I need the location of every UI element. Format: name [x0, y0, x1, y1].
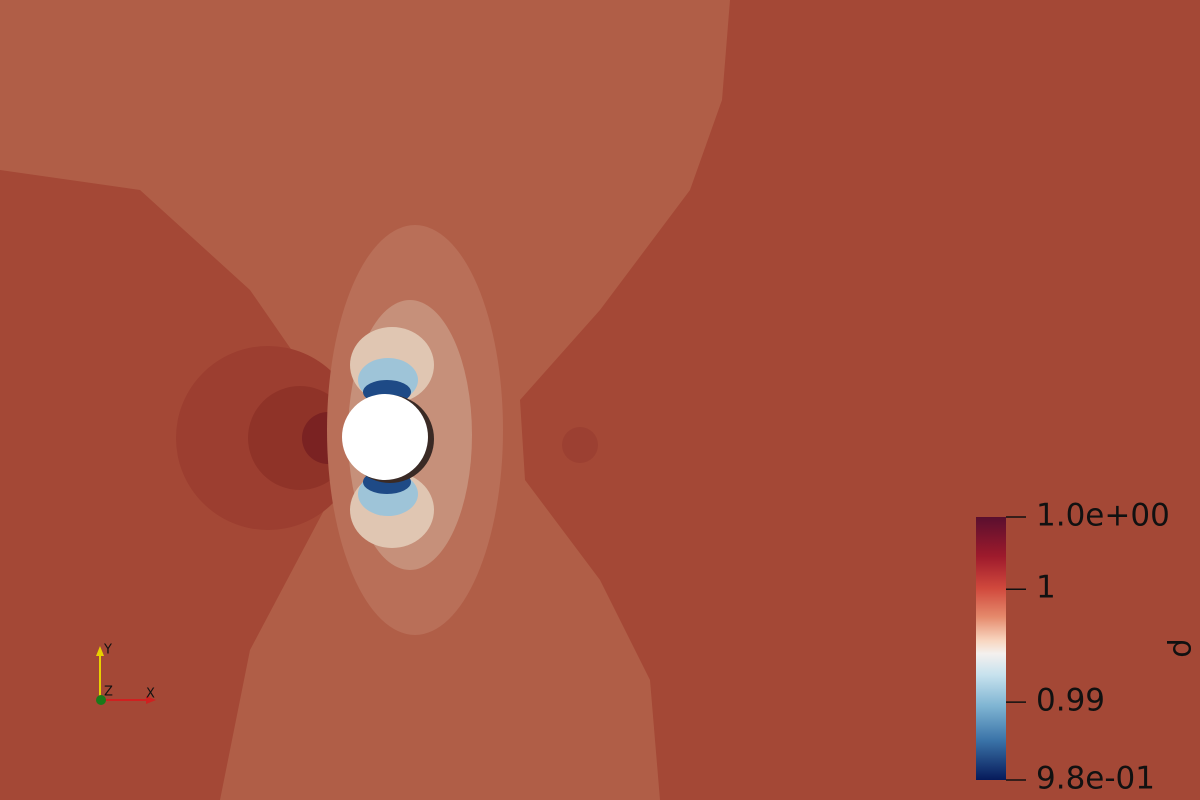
tick-label: 9.8e-01 [1036, 761, 1155, 797]
tick-label: 1 [1036, 570, 1056, 606]
y-axis-head [96, 646, 104, 656]
axis-label: X [146, 687, 155, 702]
field-region [248, 386, 352, 490]
x-axis-head [146, 696, 156, 704]
axis-label: Z [104, 685, 113, 700]
colorbar-gradient [976, 517, 1006, 780]
field-region [562, 427, 598, 463]
cylinder [342, 394, 428, 480]
axis-label: Y [103, 643, 112, 658]
orientation-axes: Y Z X [96, 643, 156, 705]
z-axis-dot [96, 695, 106, 705]
tick-label: 1.0e+00 [1036, 498, 1170, 534]
colorbar: ρ 1.0e+00 1 0.99 9.8e-01 [976, 498, 1200, 797]
tick-label: 0.99 [1036, 683, 1105, 719]
colorbar-title: ρ [1166, 638, 1200, 658]
